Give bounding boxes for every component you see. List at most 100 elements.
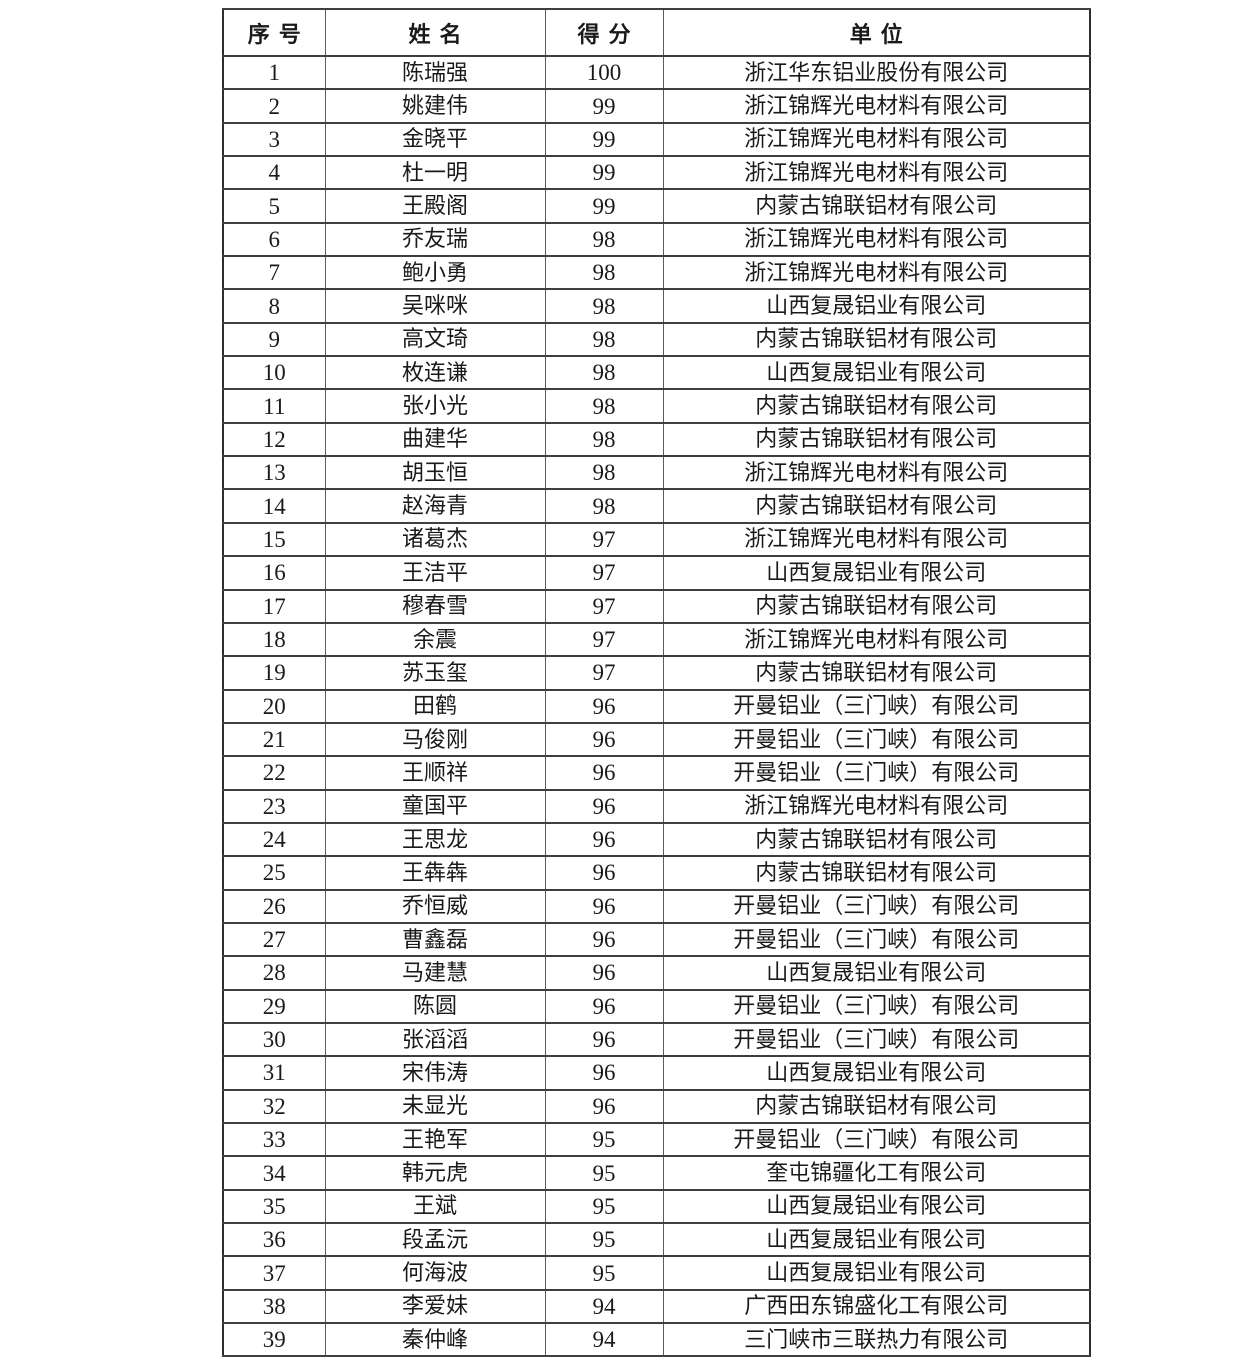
cell-name: 王洁平 — [324, 555, 546, 591]
cell-score: 97 — [544, 521, 664, 558]
cell-name: 王艳军 — [324, 1121, 546, 1158]
cell-index: 12 — [222, 421, 326, 458]
cell-index: 25 — [222, 855, 326, 891]
cell-unit: 三门峡市三联热力有限公司 — [662, 1322, 1091, 1358]
cell-score: 96 — [544, 988, 664, 1024]
cell-unit: 内蒙古锦联铝材有限公司 — [662, 188, 1091, 224]
table-row: 36 段孟沅 95 山西复晟铝业有限公司 — [222, 1222, 1091, 1258]
cell-name: 韩元虎 — [324, 1155, 546, 1191]
table-row: 7 鲍小勇 98 浙江锦辉光电材料有限公司 — [222, 255, 1091, 291]
cell-index: 3 — [222, 121, 326, 158]
cell-name: 诸葛杰 — [324, 521, 546, 558]
cell-unit: 开曼铝业（三门峡）有限公司 — [662, 1021, 1091, 1058]
table-row: 39 秦仲峰 94 三门峡市三联热力有限公司 — [222, 1322, 1091, 1358]
cell-score: 98 — [544, 288, 664, 324]
cell-name: 金晓平 — [324, 121, 546, 158]
cell-name: 吴咪咪 — [324, 288, 546, 324]
cell-unit: 山西复晟铝业有限公司 — [662, 555, 1091, 591]
cell-name: 姚建伟 — [324, 88, 546, 124]
cell-unit: 开曼铝业（三门峡）有限公司 — [662, 888, 1091, 924]
cell-unit: 内蒙古锦联铝材有限公司 — [662, 855, 1091, 891]
cell-score: 94 — [544, 1288, 664, 1325]
cell-unit: 山西复晟铝业有限公司 — [662, 1055, 1091, 1091]
cell-score: 96 — [544, 1055, 664, 1091]
table-row: 24 王思龙 96 内蒙古锦联铝材有限公司 — [222, 821, 1091, 858]
cell-unit: 内蒙古锦联铝材有限公司 — [662, 655, 1091, 691]
cell-name: 童国平 — [324, 788, 546, 824]
table-row: 8 吴咪咪 98 山西复晟铝业有限公司 — [222, 288, 1091, 324]
cell-name: 苏玉玺 — [324, 655, 546, 691]
cell-unit: 开曼铝业（三门峡）有限公司 — [662, 988, 1091, 1024]
score-table: 序号 姓名 得分 单位 1 陈瑞强 100 浙江华东铝业股份有限公司 2 姚建伟… — [222, 8, 1091, 1358]
cell-index: 34 — [222, 1155, 326, 1191]
cell-index: 2 — [222, 88, 326, 124]
cell-index: 21 — [222, 721, 326, 758]
table-row: 35 王斌 95 山西复晟铝业有限公司 — [222, 1188, 1091, 1225]
cell-unit: 内蒙古锦联铝材有限公司 — [662, 421, 1091, 458]
cell-index: 31 — [222, 1055, 326, 1091]
cell-name: 马俊刚 — [324, 721, 546, 758]
header-row: 序号 姓名 得分 单位 — [222, 8, 1091, 57]
cell-unit: 开曼铝业（三门峡）有限公司 — [662, 688, 1091, 724]
cell-unit: 内蒙古锦联铝材有限公司 — [662, 1088, 1091, 1125]
table-row: 1 陈瑞强 100 浙江华东铝业股份有限公司 — [222, 54, 1091, 91]
cell-index: 14 — [222, 488, 326, 524]
table-row: 30 张滔滔 96 开曼铝业（三门峡）有限公司 — [222, 1021, 1091, 1058]
cell-unit: 内蒙古锦联铝材有限公司 — [662, 488, 1091, 524]
cell-name: 王犇犇 — [324, 855, 546, 891]
cell-index: 22 — [222, 755, 326, 791]
table-row: 21 马俊刚 96 开曼铝业（三门峡）有限公司 — [222, 721, 1091, 758]
cell-score: 100 — [544, 54, 664, 91]
cell-name: 段孟沅 — [324, 1222, 546, 1258]
cell-score: 97 — [544, 555, 664, 591]
cell-name: 乔友瑞 — [324, 221, 546, 258]
table-row: 37 何海波 95 山西复晟铝业有限公司 — [222, 1255, 1091, 1291]
cell-score: 96 — [544, 1021, 664, 1058]
cell-score: 98 — [544, 388, 664, 424]
cell-name: 枚连谦 — [324, 355, 546, 391]
cell-name: 未显光 — [324, 1088, 546, 1125]
table-row: 23 童国平 96 浙江锦辉光电材料有限公司 — [222, 788, 1091, 824]
table-body: 1 陈瑞强 100 浙江华东铝业股份有限公司 2 姚建伟 99 浙江锦辉光电材料… — [222, 54, 1091, 1358]
cell-unit: 山西复晟铝业有限公司 — [662, 1255, 1091, 1291]
table-row: 9 高文琦 98 内蒙古锦联铝材有限公司 — [222, 321, 1091, 358]
cell-score: 96 — [544, 855, 664, 891]
cell-score: 96 — [544, 955, 664, 991]
table-row: 14 赵海青 98 内蒙古锦联铝材有限公司 — [222, 488, 1091, 524]
cell-index: 33 — [222, 1121, 326, 1158]
cell-score: 98 — [544, 221, 664, 258]
table-row: 38 李爱妹 94 广西田东锦盛化工有限公司 — [222, 1288, 1091, 1325]
cell-name: 何海波 — [324, 1255, 546, 1291]
cell-unit: 浙江锦辉光电材料有限公司 — [662, 521, 1091, 558]
cell-index: 11 — [222, 388, 326, 424]
cell-score: 96 — [544, 1088, 664, 1125]
cell-unit: 广西田东锦盛化工有限公司 — [662, 1288, 1091, 1325]
cell-index: 7 — [222, 255, 326, 291]
cell-name: 王殿阁 — [324, 188, 546, 224]
cell-unit: 浙江锦辉光电材料有限公司 — [662, 221, 1091, 258]
cell-unit: 内蒙古锦联铝材有限公司 — [662, 321, 1091, 358]
cell-index: 8 — [222, 288, 326, 324]
cell-score: 95 — [544, 1222, 664, 1258]
cell-score: 96 — [544, 921, 664, 958]
cell-unit: 浙江锦辉光电材料有限公司 — [662, 255, 1091, 291]
table-row: 28 马建慧 96 山西复晟铝业有限公司 — [222, 955, 1091, 991]
cell-name: 张滔滔 — [324, 1021, 546, 1058]
cell-index: 17 — [222, 588, 326, 624]
cell-index: 18 — [222, 621, 326, 658]
table-row: 18 余震 97 浙江锦辉光电材料有限公司 — [222, 621, 1091, 658]
cell-score: 99 — [544, 121, 664, 158]
cell-name: 陈圆 — [324, 988, 546, 1024]
cell-score: 97 — [544, 588, 664, 624]
cell-index: 39 — [222, 1322, 326, 1358]
cell-name: 曹鑫磊 — [324, 921, 546, 958]
cell-unit: 山西复晟铝业有限公司 — [662, 288, 1091, 324]
cell-index: 15 — [222, 521, 326, 558]
cell-score: 95 — [544, 1155, 664, 1191]
table-row: 19 苏玉玺 97 内蒙古锦联铝材有限公司 — [222, 655, 1091, 691]
table-row: 20 田鹤 96 开曼铝业（三门峡）有限公司 — [222, 688, 1091, 724]
cell-unit: 内蒙古锦联铝材有限公司 — [662, 388, 1091, 424]
table-row: 12 曲建华 98 内蒙古锦联铝材有限公司 — [222, 421, 1091, 458]
cell-index: 13 — [222, 455, 326, 491]
cell-name: 秦仲峰 — [324, 1322, 546, 1358]
